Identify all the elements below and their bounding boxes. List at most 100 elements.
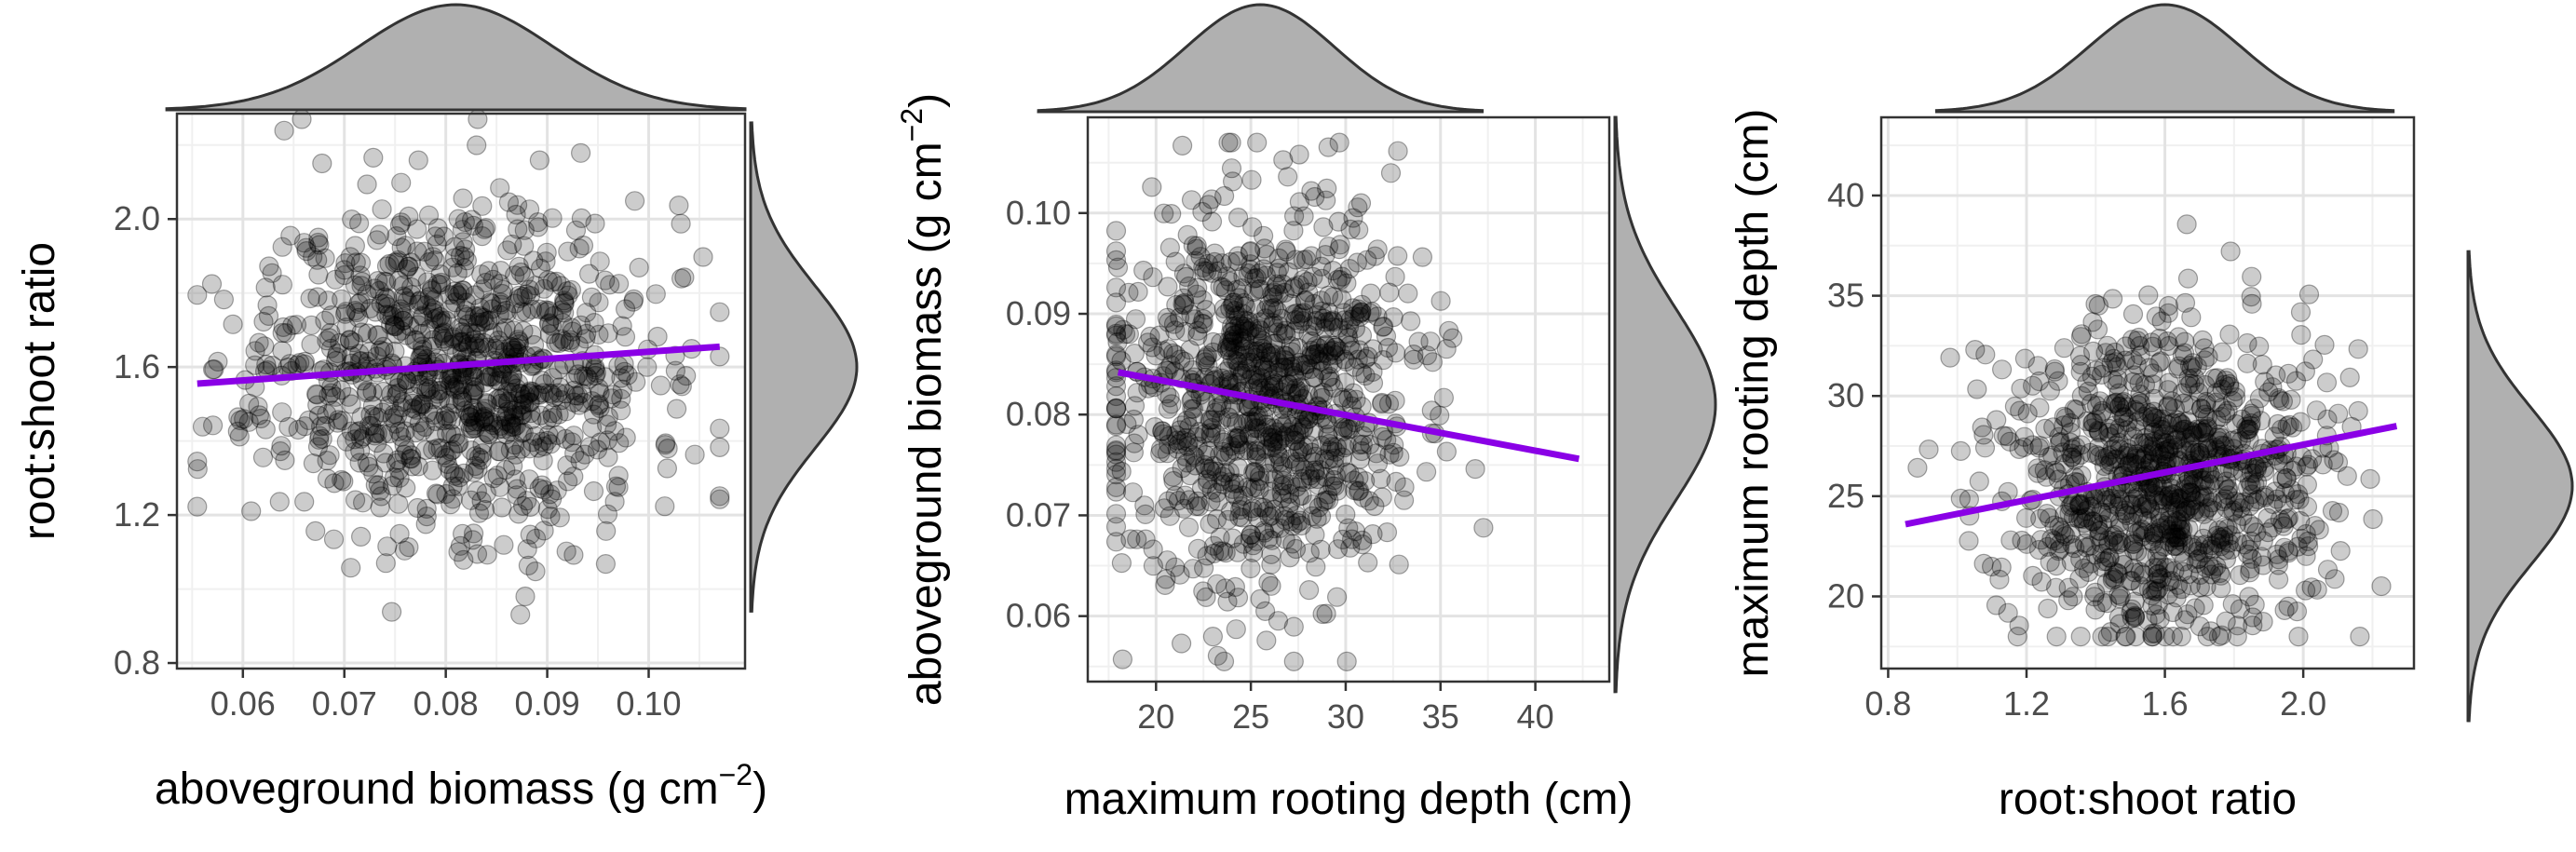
data-point	[1291, 414, 1312, 435]
data-point	[544, 305, 564, 326]
data-point	[490, 178, 510, 198]
data-point	[437, 410, 457, 430]
data-point	[427, 438, 448, 458]
data-point	[1211, 410, 1232, 430]
data-point	[474, 499, 495, 521]
data-point	[1253, 351, 1273, 372]
data-point	[2298, 284, 2320, 304]
data-point	[320, 383, 342, 403]
data-point	[1180, 340, 1200, 360]
data-point	[1364, 246, 1385, 266]
x-tick-label: 35	[1422, 697, 1459, 736]
data-point	[387, 378, 408, 399]
data-point	[1247, 341, 1268, 361]
data-point	[1159, 506, 1180, 526]
data-point	[1186, 238, 1207, 259]
data-point	[248, 397, 268, 417]
data-point	[1329, 341, 1350, 361]
data-point	[245, 355, 265, 375]
data-point	[508, 219, 528, 239]
data-point	[539, 383, 560, 403]
data-point	[1246, 324, 1267, 345]
data-point	[1200, 427, 1221, 448]
data-point	[1278, 497, 1299, 518]
data-point	[1105, 399, 1127, 419]
data-point	[1174, 292, 1195, 313]
data-point	[1278, 167, 1298, 187]
data-point	[400, 408, 421, 428]
data-point	[1205, 424, 1227, 444]
data-point	[2241, 287, 2261, 307]
data-point	[1975, 345, 1996, 365]
data-point	[1240, 260, 1261, 280]
data-point	[444, 237, 465, 257]
data-point	[540, 484, 561, 505]
data-point	[425, 426, 445, 446]
data-point	[2281, 389, 2301, 410]
data-point	[419, 318, 441, 339]
data-point	[468, 503, 490, 523]
data-point	[386, 316, 406, 337]
data-point	[467, 135, 487, 156]
data-point	[1225, 576, 1246, 598]
data-point	[401, 285, 422, 305]
data-point	[445, 426, 466, 447]
data-point	[1125, 309, 1146, 330]
data-point	[1361, 283, 1381, 304]
data-point	[514, 236, 535, 256]
data-point	[474, 406, 495, 426]
data-point	[1159, 237, 1181, 258]
data-point	[517, 491, 537, 511]
data-point	[1239, 424, 1259, 444]
data-point	[414, 394, 434, 414]
data-point	[557, 281, 577, 302]
data-point	[614, 361, 635, 382]
data-point	[377, 296, 398, 318]
data-point	[1177, 224, 1198, 245]
data-point	[472, 443, 493, 464]
data-point	[472, 196, 493, 216]
data-point	[2063, 587, 2083, 607]
data-point	[471, 450, 492, 470]
data-point	[1289, 381, 1309, 401]
data-point	[515, 586, 536, 607]
data-point	[1203, 366, 1225, 386]
data-point	[391, 172, 412, 193]
data-point	[1199, 195, 1219, 215]
data-point	[1351, 302, 1372, 323]
data-point	[523, 250, 544, 271]
data-point	[2278, 596, 2298, 616]
data-point	[536, 410, 558, 430]
data-point	[1268, 438, 1288, 458]
data-point	[710, 437, 730, 457]
data-point	[671, 213, 691, 234]
data-point	[414, 416, 435, 438]
data-point	[2228, 615, 2248, 636]
data-point	[1336, 273, 1357, 293]
data-point	[1243, 462, 1264, 482]
data-point	[1105, 398, 1127, 418]
data-point	[1264, 376, 1284, 397]
data-point	[569, 395, 590, 415]
data-point	[1190, 247, 1211, 267]
data-point	[1105, 440, 1127, 461]
data-point	[399, 536, 419, 558]
data-point	[336, 431, 357, 452]
data-point	[1258, 528, 1279, 548]
data-point	[1262, 530, 1282, 550]
data-point	[671, 268, 692, 289]
data-point	[1268, 284, 1289, 304]
data-point	[1215, 446, 1237, 467]
data-point	[192, 416, 213, 437]
data-point	[424, 404, 444, 426]
data-point	[257, 295, 278, 316]
data-point	[1266, 345, 1287, 365]
data-point	[1244, 463, 1266, 483]
data-point	[434, 322, 454, 343]
data-point	[1273, 150, 1294, 170]
data-point	[1318, 426, 1338, 447]
data-point	[541, 489, 563, 509]
data-point	[1257, 463, 1279, 484]
data-point	[488, 330, 508, 351]
data-point	[1107, 331, 1128, 353]
